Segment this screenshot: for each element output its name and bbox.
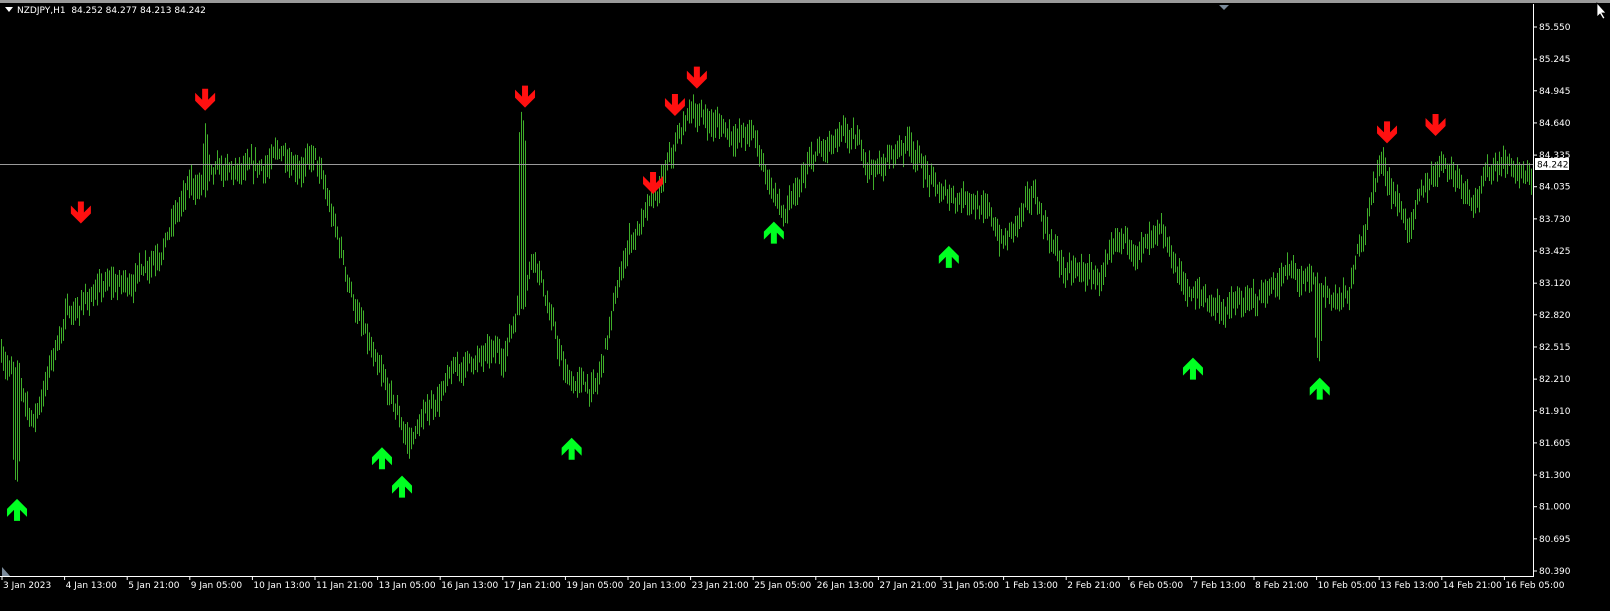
time-tick-label: 20 Jan 13:00 [629,581,686,591]
time-tick-label: 27 Jan 21:00 [879,581,936,591]
time-tick-label: 17 Jan 21:00 [504,581,561,591]
time-tick-label: 10 Jan 13:00 [253,581,310,591]
time-tick-label: 8 Feb 21:00 [1255,581,1309,591]
price-tick-label: 80.390 [1539,567,1571,577]
time-tick-label: 31 Jan 05:00 [942,581,999,591]
time-tick-label: 16 Jan 13:00 [441,581,498,591]
price-tick-label: 84.335 [1539,151,1571,161]
price-tick-label: 82.515 [1539,343,1571,353]
time-tick-label: 14 Feb 21:00 [1443,581,1502,591]
buy-arrow-icon [561,437,582,460]
price-tick-label: 84.640 [1539,119,1571,129]
symbol-label: NZDJPY,H1 [17,6,66,16]
sell-arrow-icon [515,85,536,108]
time-tick-label: 6 Feb 05:00 [1130,581,1184,591]
time-tick-label: 3 Jan 2023 [3,581,51,591]
price-tick-label: 81.605 [1539,439,1571,449]
signal-arrows [7,66,1446,521]
chart-title: NZDJPY,H1 84.252 84.277 84.213 84.242 [5,6,206,16]
sell-arrow-icon [643,172,664,195]
time-tick-label: 7 Feb 13:00 [1192,581,1246,591]
buy-arrow-icon [392,475,413,498]
price-tick-label: 82.210 [1539,375,1571,385]
price-tick-label: 84.035 [1539,183,1571,193]
dropdown-triangle-icon[interactable] [5,7,13,12]
time-tick-label: 26 Jan 13:00 [817,581,874,591]
buy-arrow-icon [1309,377,1330,400]
time-tick-label: 13 Feb 13:00 [1380,581,1439,591]
buy-arrow-icon [763,221,784,244]
scroll-marker [2,567,10,576]
time-axis: 3 Jan 2023 4 Jan 13:00 5 Jan 21:00 9 Jan 05… [1,576,1565,591]
price-tick-label: 81.910 [1539,407,1571,417]
time-tick-label: 23 Jan 21:00 [692,581,749,591]
price-tick-label: 83.120 [1539,279,1571,289]
time-tick-label: 16 Feb 05:00 [1505,581,1564,591]
price-tick-label: 81.300 [1539,471,1571,481]
sell-arrow-icon [1425,114,1446,137]
price-tick-label: 84.945 [1539,87,1571,97]
price-tick-label: 83.425 [1539,247,1571,257]
time-tick-label: 2 Feb 21:00 [1067,581,1121,591]
sell-arrow-icon [70,201,91,224]
sell-arrow-icon [195,88,216,111]
ohlc-values: 84.252 84.277 84.213 84.242 [71,6,206,16]
buy-arrow-icon [1182,357,1203,380]
buy-arrow-icon [938,245,959,268]
time-tick-label: 10 Feb 05:00 [1318,581,1377,591]
mouse-cursor-icon [1596,2,1607,20]
time-tick-label: 5 Jan 21:00 [128,581,180,591]
chart-shift-marker[interactable] [1219,5,1229,10]
sell-arrow-icon [686,66,707,89]
time-tick-label: 11 Jan 21:00 [316,581,373,591]
time-tick-label: 19 Jan 05:00 [566,581,623,591]
price-tick-label: 80.695 [1539,535,1571,545]
time-tick-label: 25 Jan 05:00 [754,581,811,591]
time-tick-label: 1 Feb 13:00 [1005,581,1059,591]
time-tick-label: 9 Jan 05:00 [191,581,243,591]
sell-arrow-icon [664,94,685,117]
time-tick-label: 13 Jan 05:00 [379,581,436,591]
price-tick-label: 85.245 [1539,55,1571,65]
price-tick-label: 83.730 [1539,215,1571,225]
time-tick-label: 4 Jan 13:00 [66,581,118,591]
buy-arrow-icon [371,447,392,470]
price-tick-label: 81.000 [1539,503,1571,513]
price-tick-label: 82.820 [1539,311,1571,321]
current-price-value: 84.242 [1537,161,1569,171]
price-tick-label: 85.550 [1539,23,1571,33]
price-axis: 85.550 85.245 84.945 84.640 84.335 84.035 83.7… [1533,23,1571,577]
buy-arrow-icon [7,498,28,521]
price-bars [1,94,1532,482]
current-price-label: 84.242 [1535,158,1569,171]
sell-arrow-icon [1377,121,1398,144]
window-top-border [0,0,1610,3]
